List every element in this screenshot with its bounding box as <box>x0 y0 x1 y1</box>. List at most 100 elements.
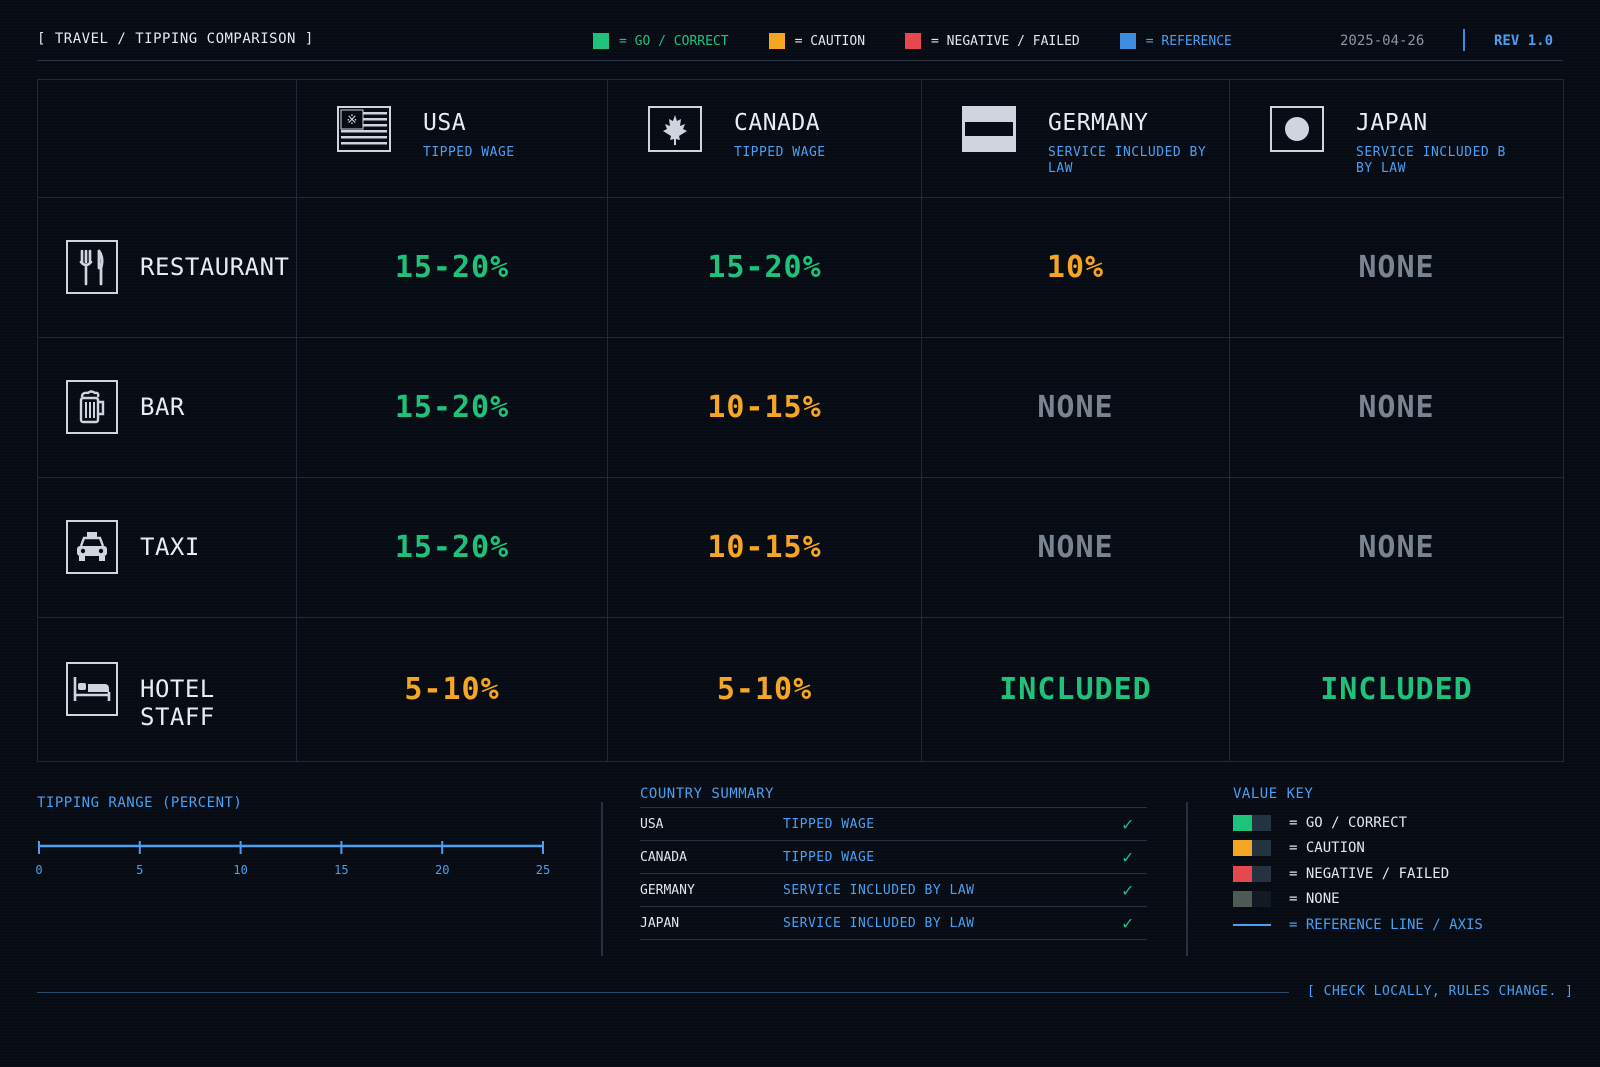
summary-country: GERMANY <box>640 882 695 898</box>
column-name-japan: JAPAN <box>1356 110 1428 136</box>
page-title: [ TRAVEL / TIPPING COMPARISON ] <box>37 31 314 47</box>
country-summary: COUNTRY SUMMARY USA TIPPED WAGE ✓ CANADA… <box>640 786 1147 940</box>
key-label: = CAUTION <box>1289 840 1365 857</box>
value-cell: NONE <box>1229 477 1564 618</box>
column-header-canada: CANADA TIPPED WAGE <box>607 79 922 198</box>
key-item-caution: = CAUTION <box>1233 836 1483 862</box>
beer-mug-icon <box>66 379 118 434</box>
legend-label-caution: = CAUTION <box>794 33 866 49</box>
value-cell: NONE <box>921 477 1230 618</box>
key-label: = NONE <box>1289 891 1340 908</box>
category-cell-restaurant: RESTAURANT <box>37 197 297 338</box>
range-tick-label: 15 <box>334 863 348 877</box>
legend-swatch-caution <box>768 33 785 49</box>
value-cell: 5-10% <box>607 617 922 762</box>
footer-note: [ CHECK LOCALLY, RULES CHANGE. ] <box>1307 984 1574 999</box>
legend-label-go: = GO / CORRECT <box>619 33 729 49</box>
legend-swatch-go <box>593 33 609 49</box>
value-cell: NONE <box>1229 197 1564 338</box>
header-divider <box>1463 29 1465 51</box>
column-name-usa: USA <box>423 110 467 136</box>
summary-row: JAPAN SERVICE INCLUDED BY LAW ✓ <box>640 906 1147 940</box>
column-name-canada: CANADA <box>734 110 821 136</box>
legend-item-reference: = REFERENCE <box>1119 33 1232 49</box>
legend-swatch-negative <box>905 33 922 49</box>
category-label: BAR <box>140 392 185 421</box>
value-cell: 15-20% <box>296 477 608 618</box>
bed-icon <box>66 661 118 716</box>
column-sub-usa: TIPPED WAGE <box>423 145 515 160</box>
summary-country: JAPAN <box>640 915 680 931</box>
reference-line-swatch <box>1233 923 1271 926</box>
legend-label-negative: = NEGATIVE / FAILED <box>931 33 1080 49</box>
key-label: = NEGATIVE / FAILED <box>1289 865 1450 882</box>
range-title: TIPPING RANGE (PERCENT) <box>37 795 243 811</box>
legend-swatch-reference <box>1119 33 1136 49</box>
range-axis: 0 5 10 15 20 25 <box>35 841 550 877</box>
check-icon: ✓ <box>1122 847 1133 868</box>
value-key: VALUE KEY = GO / CORRECT = CAUTION = NEG… <box>1233 786 1483 938</box>
value-cell: INCLUDED <box>921 617 1230 762</box>
value-cell: NONE <box>1229 337 1564 478</box>
value-cell: 15-20% <box>296 337 608 478</box>
check-icon: ✓ <box>1122 880 1133 901</box>
canada-flag-icon <box>648 106 702 152</box>
key-swatch <box>1233 891 1271 908</box>
key-label: = REFERENCE LINE / AXIS <box>1289 916 1483 933</box>
section-divider <box>1186 802 1188 956</box>
range-tick-label: 20 <box>435 863 449 877</box>
svg-text:※: ※ <box>347 113 358 128</box>
fork-knife-icon <box>66 239 118 294</box>
legend-item-negative: = NEGATIVE / FAILED <box>905 33 1080 49</box>
key-swatch <box>1233 814 1271 831</box>
summary-country: USA <box>640 816 664 832</box>
key-item-negative: = NEGATIVE / FAILED <box>1233 861 1483 887</box>
range-tick-label: 10 <box>233 863 247 877</box>
summary-row: USA TIPPED WAGE ✓ <box>640 807 1147 840</box>
category-cell-hotel-staff: HOTEL STAFF <box>37 617 297 762</box>
legend-label-reference: = REFERENCE <box>1145 33 1232 49</box>
column-header-usa: ※ USA TIPPED WAGE <box>296 79 608 198</box>
category-label: HOTEL STAFF <box>140 674 215 731</box>
range-tick-label: 5 <box>136 863 143 877</box>
corner-cell <box>37 79 297 198</box>
table-row: TAXI 15-20% 10-15% NONE NONE <box>37 477 1564 618</box>
check-icon: ✓ <box>1122 913 1133 934</box>
summary-row: CANADA TIPPED WAGE ✓ <box>640 840 1147 873</box>
value-cell: 10-15% <box>607 337 922 478</box>
taxi-icon <box>66 519 118 574</box>
category-cell-bar: BAR <box>37 337 297 478</box>
section-divider <box>601 802 603 956</box>
key-swatch <box>1233 840 1271 857</box>
value-cell: 15-20% <box>296 197 608 338</box>
summary-title: COUNTRY SUMMARY <box>640 786 774 802</box>
key-item-none: = NONE <box>1233 887 1483 913</box>
summary-status: TIPPED WAGE <box>783 849 875 865</box>
usa-flag-icon: ※ <box>337 106 391 152</box>
summary-row: GERMANY SERVICE INCLUDED BY LAW ✓ <box>640 873 1147 906</box>
table-row: BAR 15-20% 10-15% NONE NONE <box>37 337 1564 478</box>
column-sub-canada: TIPPED WAGE <box>734 145 826 160</box>
category-cell-taxi: TAXI <box>37 477 297 618</box>
footer-rule <box>37 992 1289 993</box>
value-key-title: VALUE KEY <box>1233 786 1314 802</box>
category-label: TAXI <box>140 532 200 561</box>
range-tick-label: 25 <box>536 863 550 877</box>
column-header-japan: JAPAN SERVICE INCLUDED B BY LAW <box>1229 79 1564 198</box>
revision-label: REV 1.0 <box>1494 33 1554 49</box>
column-header-germany: GERMANY SERVICE INCLUDED BY LAW <box>921 79 1230 198</box>
value-cell: NONE <box>921 337 1230 478</box>
germany-flag-icon <box>962 106 1016 152</box>
top-bar: [ TRAVEL / TIPPING COMPARISON ] = GO / C… <box>37 28 1563 54</box>
summary-status: SERVICE INCLUDED BY LAW <box>783 915 975 931</box>
key-label: = GO / CORRECT <box>1289 814 1408 831</box>
header-legend: = GO / CORRECT = CAUTION = NEGATIVE / FA… <box>593 28 1272 54</box>
summary-status: TIPPED WAGE <box>783 816 875 832</box>
header-rule <box>37 60 1563 61</box>
category-label: RESTAURANT <box>140 252 290 281</box>
key-swatch <box>1233 865 1271 882</box>
value-cell: 5-10% <box>296 617 608 762</box>
table-row: HOTEL STAFF 5-10% 5-10% INCLUDED INCLUDE… <box>37 617 1564 762</box>
key-item-go: = GO / CORRECT <box>1233 810 1483 836</box>
value-cell: 15-20% <box>607 197 922 338</box>
